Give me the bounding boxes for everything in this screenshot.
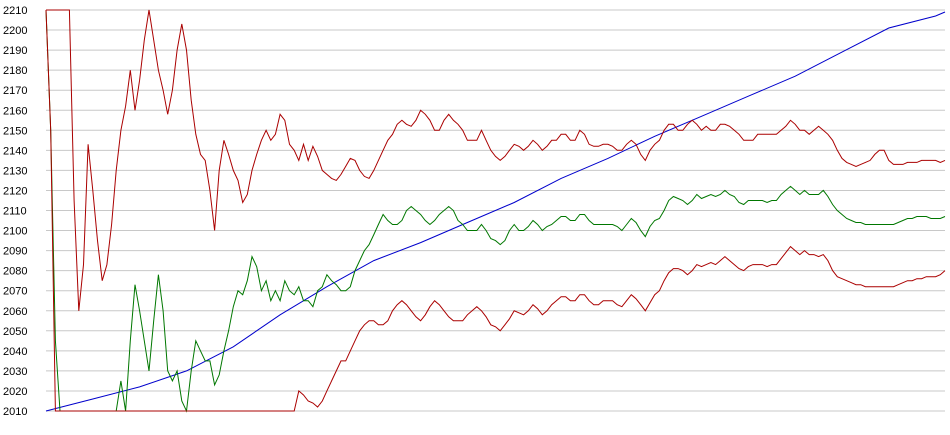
y-axis-tick-labels: 2210 2200 2190 2180 2170 2160 2150 2140 2130 2120… xyxy=(3,5,27,418)
series-line-trend xyxy=(45,11,946,412)
y-tick-label: 2100 xyxy=(3,226,27,238)
series-line-middle xyxy=(45,9,946,413)
y-tick-label: 2070 xyxy=(3,286,27,298)
y-tick-label: 2160 xyxy=(3,105,27,117)
y-tick-label: 2110 xyxy=(3,206,27,218)
series-line-upper xyxy=(46,9,946,311)
y-tick-label: 2130 xyxy=(3,165,27,177)
y-tick-label: 2090 xyxy=(3,246,27,258)
y-tick-label: 2140 xyxy=(3,145,27,157)
y-tick-label: 2200 xyxy=(3,25,27,37)
y-tick-label: 2190 xyxy=(3,45,27,57)
series-line-lower xyxy=(45,9,946,412)
y-tick-label: 2020 xyxy=(3,386,27,398)
series-lines xyxy=(45,9,946,413)
y-tick-label: 2050 xyxy=(3,326,27,338)
y-tick-label: 2030 xyxy=(3,366,27,378)
y-tick-label: 2010 xyxy=(3,406,27,418)
y-tick-label: 2210 xyxy=(3,5,27,17)
y-tick-label: 2040 xyxy=(3,346,27,358)
y-tick-label: 2180 xyxy=(3,65,27,77)
y-tick-label: 2080 xyxy=(3,266,27,278)
y-tick-label: 2150 xyxy=(3,125,27,137)
y-tick-label: 2060 xyxy=(3,306,27,318)
y-tick-label: 2170 xyxy=(3,85,27,97)
y-tick-label: 2120 xyxy=(3,185,27,197)
